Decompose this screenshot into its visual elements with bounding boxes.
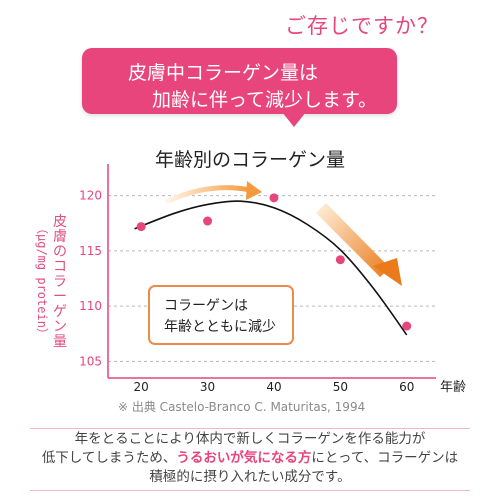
footer-text: 年をとることにより体内で新しくコラーゲンを作る能力が 低下してしまうため、うるお… xyxy=(0,430,500,487)
footer-line-2: 低下してしまうため、うるおいが気になる方にとって、コラーゲンは xyxy=(0,449,500,468)
rise-arrow-head xyxy=(246,181,262,200)
annotation-line-2: 年齢とともに減少 xyxy=(164,319,276,335)
y-tick-label: 105 xyxy=(79,354,102,368)
y-tick-label: 110 xyxy=(79,299,102,313)
lead-heading: ご存じですか？ xyxy=(285,14,439,38)
y-tick-label: 115 xyxy=(79,244,102,258)
footer-line-3: 積極的に摂り入れたい成分です。 xyxy=(149,469,351,485)
y-axis-unit: （μg/mg protein） xyxy=(35,222,49,340)
footer-line-1: 年をとることにより体内で新しくコラーゲンを作る能力が xyxy=(74,431,426,447)
trend-curve xyxy=(134,200,408,336)
decline-arrow-head xyxy=(373,258,402,286)
data-point xyxy=(136,222,146,232)
chart-title: 年齢別のコラーゲン量 xyxy=(154,149,345,171)
source-note: ※ 出典 Castelo-Branco C. Maturitas, 1994 xyxy=(118,400,365,414)
data-point xyxy=(402,321,412,331)
bubble-line-2: 加齢に伴って減少します。 xyxy=(152,89,378,111)
bubble-line-1: 皮膚中コラーゲン量は xyxy=(128,62,319,84)
x-axis-label: 年齢 xyxy=(440,380,466,395)
data-point xyxy=(203,216,213,226)
footer-line-2a: 低下してしまうため、 xyxy=(41,450,177,466)
speech-bubble-tail xyxy=(282,112,306,127)
divider-top xyxy=(30,428,470,429)
x-tick-label: 30 xyxy=(200,380,215,394)
annotation-box: コラーゲンは 年齢とともに減少 xyxy=(148,285,294,345)
rise-arrow-shaft xyxy=(165,185,253,204)
decline-arrow-body xyxy=(316,203,390,277)
x-tick-label: 50 xyxy=(333,380,348,394)
x-tick-label: 20 xyxy=(134,380,149,394)
data-point xyxy=(335,255,345,265)
footer-line-2c: にとって、コラーゲンは xyxy=(311,450,459,466)
speech-bubble: 皮膚中コラーゲン量は 加齢に伴って減少します。 xyxy=(82,48,397,114)
y-tick-label: 120 xyxy=(79,189,102,203)
x-tick-label: 40 xyxy=(266,380,281,394)
y-axis-label: 皮膚のコラーゲン量 xyxy=(53,214,67,350)
divider-bottom xyxy=(30,490,470,491)
x-tick-label: 60 xyxy=(399,380,414,394)
annotation-line-1: コラーゲンは xyxy=(164,298,248,314)
data-point xyxy=(269,193,279,203)
footer-highlight: うるおいが気になる方 xyxy=(176,450,312,466)
